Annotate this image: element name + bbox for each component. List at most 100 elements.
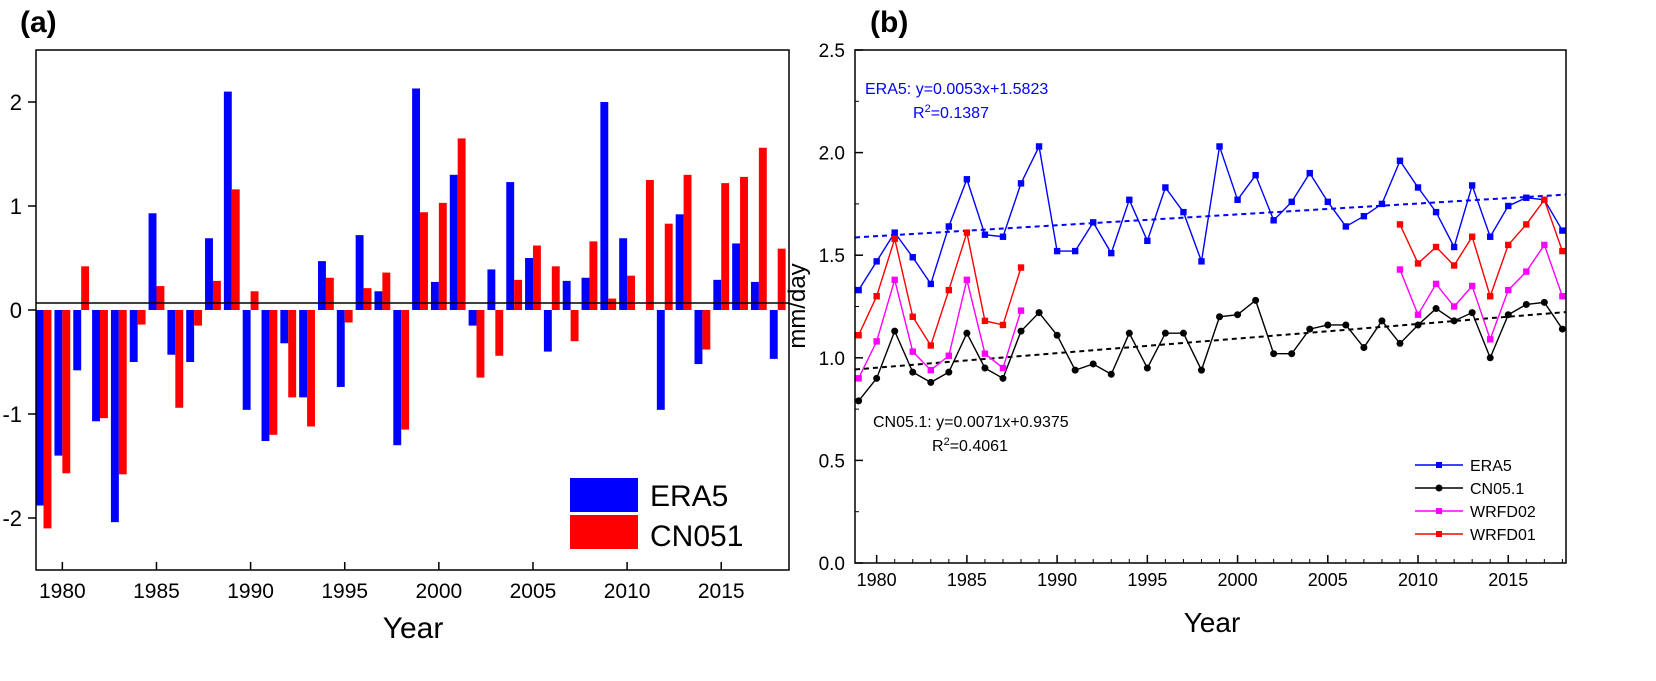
point-era5-2018 — [1559, 227, 1566, 234]
era5-r2: R2=0.1387 — [913, 103, 989, 122]
point-cn051-1991 — [1071, 366, 1079, 374]
bar-era5-2006 — [543, 310, 552, 352]
bar-cn051-1993 — [307, 310, 315, 427]
point-cn051-2012 — [1450, 317, 1458, 325]
point-era5-1981 — [891, 229, 898, 236]
point-era5-1996 — [1162, 184, 1169, 191]
bar-era5-2015 — [713, 279, 722, 310]
point-era5-1997 — [1180, 208, 1187, 216]
point-wrfd01-2013 — [1468, 233, 1476, 240]
point-wrfd02-1979 — [855, 375, 862, 382]
point-era5-1993 — [1108, 249, 1115, 257]
legend-label-cn051: CN051 — [650, 520, 743, 553]
point-era5-2005 — [1324, 198, 1331, 206]
bar-cn051-2009 — [608, 298, 617, 310]
point-cn051-2000 — [1234, 311, 1242, 319]
line-era5-segment-0 — [858, 144, 1563, 291]
point-cn051-1987 — [999, 374, 1007, 382]
era5-equation: ERA5: y=0.0053x+1.5823 — [865, 81, 1048, 98]
bar-era5-2000 — [430, 281, 439, 310]
bar-era5-2008 — [581, 277, 590, 310]
point-wrfd02-2011 — [1432, 280, 1440, 288]
point-wrfd01-2011 — [1432, 243, 1440, 251]
point-wrfd02-1980 — [873, 338, 880, 345]
bar-era5-1997 — [374, 291, 383, 310]
bar-era5-1981 — [73, 310, 82, 371]
bar-cn051-2001 — [457, 138, 466, 310]
b-x-tick-label-2015: 2015 — [1488, 570, 1528, 590]
point-era5-2015 — [1505, 202, 1512, 210]
point-cn051-2004 — [1306, 325, 1314, 333]
b-y-tick-label-4: 2.0 — [819, 144, 845, 165]
bar-era5-1982 — [92, 310, 101, 422]
point-wrfd01-1983 — [927, 342, 934, 349]
point-era5-2003 — [1288, 198, 1295, 206]
panel-a-xlabel: Year — [383, 612, 444, 645]
bar-era5-2012 — [656, 310, 665, 410]
point-cn051-1992 — [1089, 360, 1097, 368]
panel-a-chart: 1980 1985 1990 1995 2000 2005 2010 2015-2-1012 … — [2, 49, 790, 645]
bar-era5-1994 — [318, 261, 326, 310]
point-cn051-2018 — [1558, 325, 1566, 333]
point-wrfd01-2015 — [1505, 241, 1512, 249]
point-cn051-1990 — [1053, 331, 1061, 339]
point-cn051-2006 — [1342, 321, 1350, 329]
bar-era5-2017 — [750, 281, 759, 310]
panel-a-bars — [35, 88, 786, 529]
point-wrfd01-2018 — [1559, 247, 1566, 255]
y-tick-label-0: 0 — [10, 298, 22, 323]
panel-b-xlabel: Year — [1184, 607, 1241, 638]
point-wrfd01-2012 — [1450, 262, 1458, 269]
point-wrfd01-2017 — [1541, 196, 1548, 203]
point-era5-2004 — [1306, 169, 1313, 177]
point-wrfd02-2016 — [1523, 268, 1530, 275]
cn051-equation: CN05.1: y=0.0071x+0.9375 — [873, 414, 1069, 431]
point-wrfd02-2009 — [1396, 266, 1404, 273]
x-tick-label-2005: 2005 — [510, 580, 557, 603]
b-x-tick-label-1985: 1985 — [947, 570, 987, 590]
bar-era5-1991 — [261, 310, 270, 442]
point-wrfd02-1986 — [981, 350, 989, 357]
point-cn051-2008 — [1378, 317, 1386, 325]
bar-era5-1980 — [54, 310, 63, 456]
point-era5-2014 — [1487, 233, 1494, 240]
line-wrfd02-segment-0 — [857, 277, 1022, 379]
bar-era5-1998 — [393, 310, 402, 446]
y-tick-label-2: 2 — [10, 90, 22, 115]
bar-cn051-1989 — [231, 189, 240, 310]
point-cn051-1982 — [909, 368, 917, 376]
bar-era5-1995 — [336, 310, 345, 387]
bar-cn051-1990 — [250, 291, 259, 310]
bar-cn051-1982 — [100, 310, 108, 419]
bar-cn051-1999 — [420, 212, 428, 310]
legend-marker-wrfd02 — [1436, 508, 1442, 514]
point-wrfd01-1981 — [891, 235, 898, 242]
point-wrfd01-2010 — [1414, 260, 1422, 267]
panel-b-ylabel: mm/day — [784, 263, 811, 348]
point-wrfd01-1988 — [1017, 264, 1025, 271]
point-wrfd01-1984 — [945, 286, 953, 294]
x-tick-label-2010: 2010 — [604, 580, 651, 603]
b-x-tick-label-2005: 2005 — [1308, 570, 1348, 590]
point-wrfd02-2015 — [1505, 286, 1512, 294]
point-cn051-2011 — [1432, 305, 1440, 313]
bar-era5-2001 — [449, 174, 458, 310]
point-era5-1982 — [909, 254, 916, 261]
bar-era5-1987 — [186, 310, 195, 362]
bar-cn051-2014 — [702, 310, 711, 350]
point-era5-1979 — [855, 286, 862, 294]
x-tick-label-1980: 1980 — [39, 580, 86, 603]
point-era5-2001 — [1252, 171, 1259, 179]
panel-b-label: (b) — [870, 6, 908, 39]
point-era5-1987 — [999, 233, 1007, 240]
point-wrfd01-1979 — [855, 332, 862, 339]
point-cn051-1983 — [927, 378, 935, 386]
legend-swatch-era5 — [570, 478, 638, 512]
bar-cn051-2006 — [551, 266, 560, 310]
y-tick-label-1: 1 — [10, 194, 22, 219]
point-wrfd02-1985 — [963, 276, 971, 284]
bar-era5-2005 — [525, 258, 533, 310]
bar-cn051-1988 — [212, 280, 221, 310]
b-y-tick-label-2: 1.0 — [819, 349, 845, 370]
